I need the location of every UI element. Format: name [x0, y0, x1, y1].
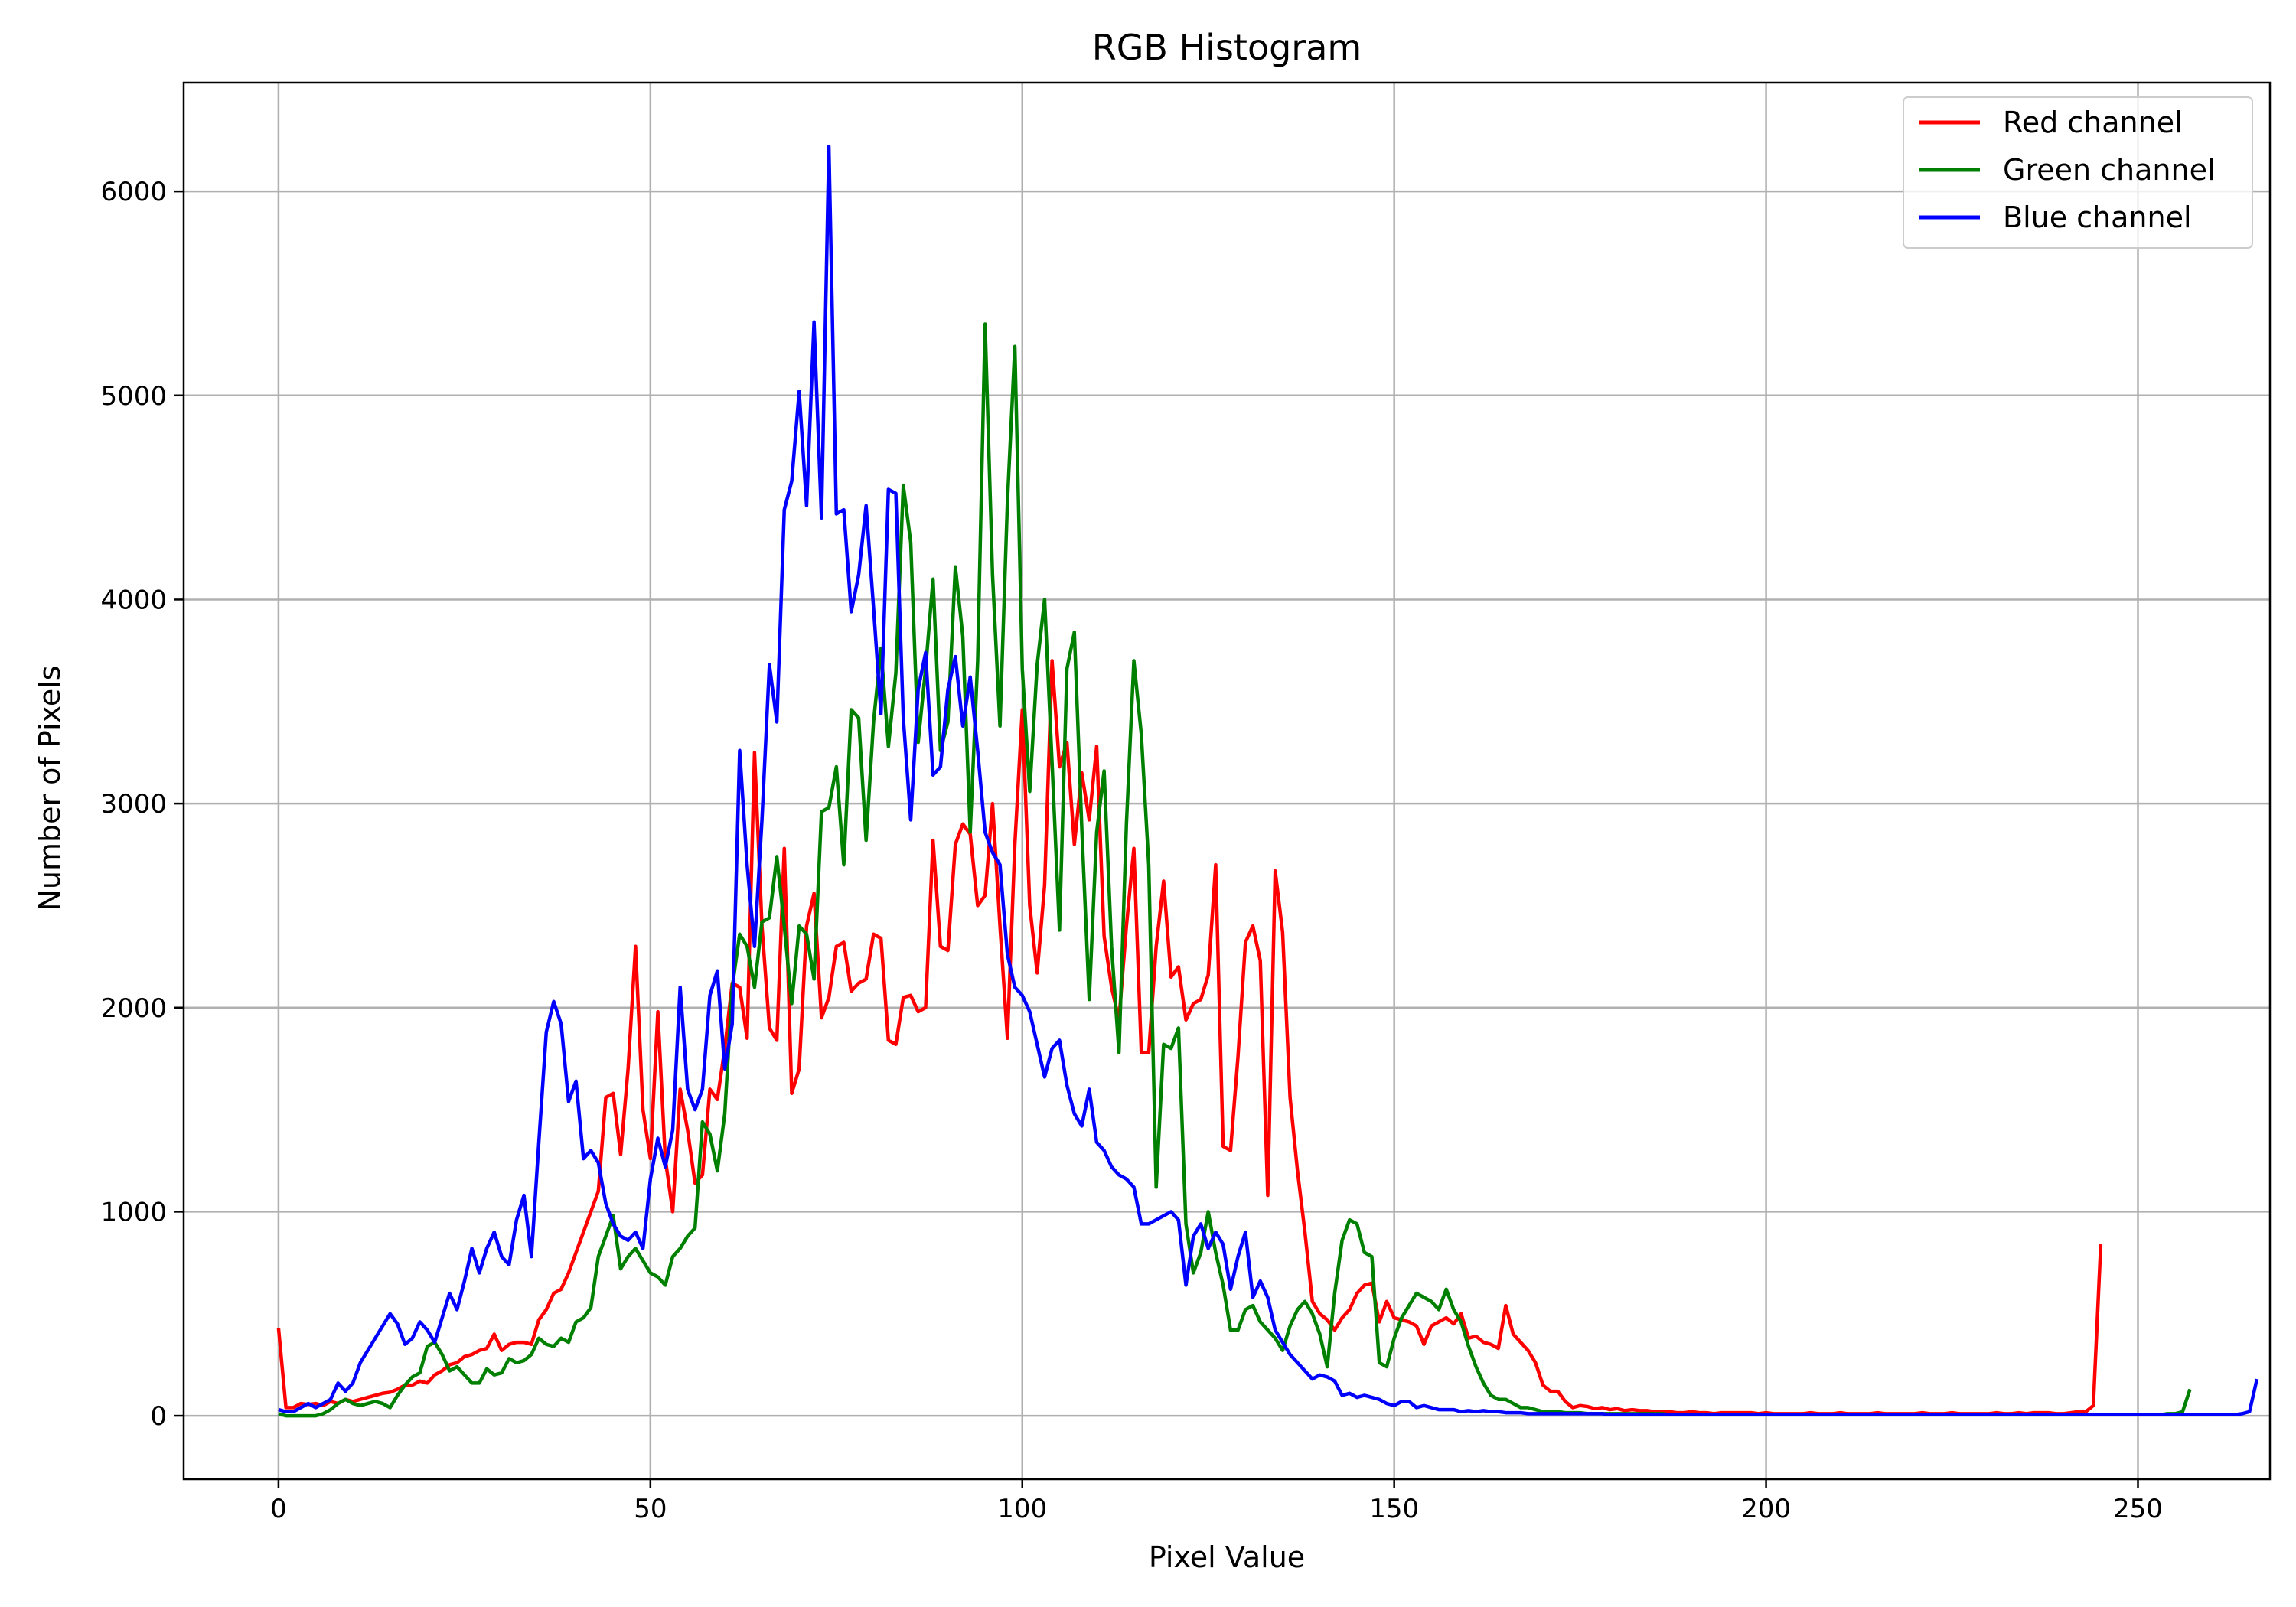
y-tick-label: 0	[150, 1401, 167, 1432]
y-axis-title: Number of Pixels	[33, 665, 67, 911]
grid	[184, 83, 2270, 1479]
blue-channel-line	[278, 145, 2259, 1416]
y-tick-label: 1000	[100, 1197, 167, 1227]
plot-frame	[182, 81, 2272, 1481]
x-tick-label: 150	[1369, 1494, 1419, 1524]
x-tick-label: 250	[2113, 1494, 2163, 1524]
legend: Red channel Green channel Blue channel	[1903, 96, 2253, 249]
x-tick-label: 0	[270, 1494, 287, 1524]
x-axis-title: Pixel Value	[1149, 1540, 1305, 1574]
y-tick-label: 2000	[100, 993, 167, 1024]
series-lines	[276, 145, 2259, 1418]
chart-title: RGB Histogram	[1092, 27, 1362, 68]
x-tick-label: 50	[634, 1494, 667, 1524]
legend-label-red: Red channel	[2003, 106, 2183, 139]
y-tick-label: 6000	[100, 177, 167, 207]
y-tick-label: 4000	[100, 585, 167, 615]
x-tick-label: 100	[997, 1494, 1047, 1524]
y-tick-label: 5000	[100, 381, 167, 412]
legend-box	[1903, 96, 2253, 249]
axis-ticks: 0 50 100 150 200 250 0 1000 2000 3000 4000 5000 6000	[100, 177, 2162, 1524]
y-tick-label: 3000	[100, 789, 167, 820]
legend-label-green: Green channel	[2003, 153, 2216, 187]
x-tick-label: 200	[1741, 1494, 1791, 1524]
legend-label-blue: Blue channel	[2003, 200, 2192, 234]
